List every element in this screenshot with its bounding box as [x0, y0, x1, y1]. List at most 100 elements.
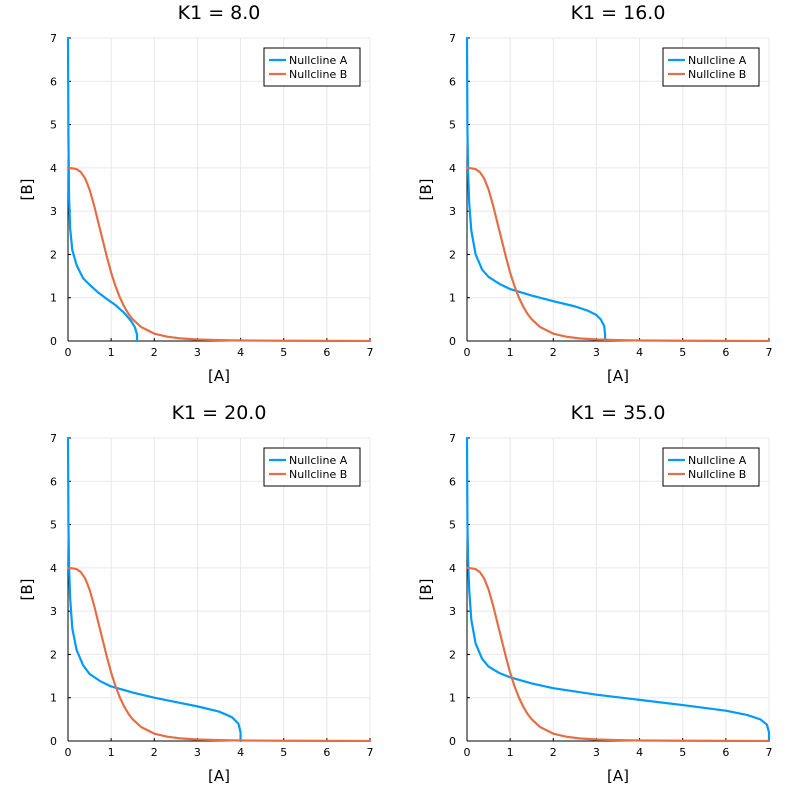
y-tick-label: 5 — [449, 519, 456, 532]
y-tick-label: 0 — [50, 735, 57, 748]
y-tick-label: 6 — [50, 475, 57, 488]
series-line-nullcline-b — [66, 166, 372, 343]
y-tick-label: 5 — [50, 119, 57, 132]
x-axis-label: [A] — [607, 367, 629, 385]
subplot-4: 0 1 2 3 4 5 6 7 0 1 2 3 4 5 6 7 K1 = 35.0 [A] [B] Nullcline… — [417, 402, 773, 785]
legend-label: Nullcline B — [688, 68, 746, 81]
y-tick-label: 3 — [50, 205, 57, 218]
legend-label: Nullcline B — [688, 468, 746, 481]
y-tick-label: 3 — [449, 205, 456, 218]
y-tick-label: 2 — [50, 648, 57, 661]
x-axis-label: [A] — [208, 367, 230, 385]
y-tick-label: 4 — [449, 562, 456, 575]
series-line-nullcline-a — [66, 436, 242, 743]
x-axis-label: [A] — [208, 767, 230, 785]
series-line-nullcline-b — [465, 166, 771, 343]
series-line-nullcline-a — [465, 436, 771, 743]
legend-box — [263, 447, 361, 487]
legend-label: Nullcline B — [289, 68, 347, 81]
series-line-nullcline-a — [465, 36, 607, 343]
x-tick-label: 2 — [550, 346, 557, 359]
x-tick-label: 5 — [280, 346, 287, 359]
x-tick-label: 1 — [108, 346, 115, 359]
x-tick-label: 3 — [593, 346, 600, 359]
y-axis-label: [B] — [417, 179, 435, 201]
x-axis-label: [A] — [607, 767, 629, 785]
y-tick-label: 2 — [449, 248, 456, 261]
x-tick-label: 7 — [367, 346, 374, 359]
y-tick-label: 2 — [50, 248, 57, 261]
legend-box — [662, 447, 760, 487]
grid — [67, 37, 371, 342]
legend-box — [662, 47, 760, 87]
x-tick-label: 6 — [323, 346, 330, 359]
y-tick-label: 5 — [449, 119, 456, 132]
series-line-nullcline-a — [66, 36, 139, 343]
legend-label: Nullcline A — [688, 54, 747, 67]
legend-label: Nullcline B — [289, 468, 347, 481]
x-tick-label: 5 — [679, 746, 686, 759]
x-tick-label: 7 — [766, 746, 773, 759]
x-tick-label: 3 — [593, 746, 600, 759]
y-tick-label: 6 — [449, 75, 456, 88]
y-tick-label: 1 — [50, 692, 57, 705]
x-tick-label: 6 — [323, 746, 330, 759]
y-tick-label: 4 — [50, 562, 57, 575]
y-tick-label: 0 — [449, 335, 456, 348]
x-tick-label: 7 — [766, 346, 773, 359]
panel-title: K1 = 35.0 — [571, 402, 666, 424]
y-tick-label: 0 — [449, 735, 456, 748]
y-tick-label: 2 — [449, 648, 456, 661]
x-tick-label: 0 — [65, 346, 72, 359]
x-tick-label: 0 — [65, 746, 72, 759]
x-tick-label: 6 — [722, 346, 729, 359]
y-tick-label: 3 — [449, 605, 456, 618]
x-tick-label: 2 — [550, 746, 557, 759]
panel-title: K1 = 8.0 — [178, 2, 261, 24]
panel-title: K1 = 16.0 — [571, 2, 666, 24]
legend-box — [263, 47, 361, 87]
y-tick-label: 6 — [50, 75, 57, 88]
legend-label: Nullcline A — [289, 454, 348, 467]
x-tick-label: 2 — [151, 746, 158, 759]
x-tick-label: 4 — [237, 346, 244, 359]
x-tick-label: 2 — [151, 346, 158, 359]
x-tick-label: 5 — [679, 346, 686, 359]
y-tick-label: 7 — [50, 32, 57, 45]
y-tick-label: 0 — [50, 335, 57, 348]
x-tick-label: 4 — [237, 746, 244, 759]
y-tick-label: 4 — [449, 162, 456, 175]
x-tick-label: 4 — [636, 346, 643, 359]
y-axis-label: [B] — [18, 579, 36, 601]
x-tick-label: 6 — [722, 746, 729, 759]
y-tick-label: 7 — [449, 32, 456, 45]
legend-label: Nullcline A — [289, 54, 348, 67]
x-tick-label: 3 — [194, 346, 201, 359]
x-tick-label: 5 — [280, 746, 287, 759]
legend-label: Nullcline A — [688, 454, 747, 467]
x-tick-label: 4 — [636, 746, 643, 759]
subplot-1: 0 1 2 3 4 5 6 7 0 1 2 3 4 5 6 7 K1 = 8.0 [A] [B] Nullcline … — [18, 2, 374, 385]
x-tick-label: 3 — [194, 746, 201, 759]
subplot-3: 0 1 2 3 4 5 6 7 0 1 2 3 4 5 6 7 K1 = 20.0 [A] [B] Nullcline… — [18, 402, 374, 785]
y-tick-label: 7 — [50, 432, 57, 445]
x-tick-label: 1 — [507, 346, 514, 359]
x-tick-label: 7 — [367, 746, 374, 759]
y-tick-label: 5 — [50, 519, 57, 532]
series-line-nullcline-b — [465, 566, 771, 743]
y-tick-label: 1 — [449, 692, 456, 705]
subplot-2: 0 1 2 3 4 5 6 7 0 1 2 3 4 5 6 7 K1 = 16.0 [A] [B] Nullcline… — [417, 2, 773, 385]
y-tick-label: 3 — [50, 605, 57, 618]
y-tick-label: 4 — [50, 162, 57, 175]
x-tick-label: 0 — [464, 746, 471, 759]
y-tick-label: 6 — [449, 475, 456, 488]
x-tick-label: 0 — [464, 346, 471, 359]
y-tick-label: 7 — [449, 432, 456, 445]
x-tick-label: 1 — [507, 746, 514, 759]
y-axis-label: [B] — [18, 179, 36, 201]
